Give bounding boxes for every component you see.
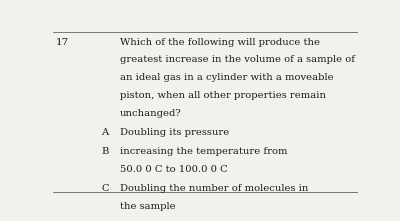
Text: B: B [101,147,108,156]
Text: A: A [101,128,108,137]
Text: 17: 17 [56,38,70,47]
Text: 50.0 0 C to 100.0 0 C: 50.0 0 C to 100.0 0 C [120,165,228,174]
Text: C: C [101,184,109,193]
Text: greatest increase in the volume of a sample of: greatest increase in the volume of a sam… [120,55,355,65]
Text: Which of the following will produce the: Which of the following will produce the [120,38,320,47]
Text: the sample: the sample [120,202,175,211]
Text: piston, when all other properties remain: piston, when all other properties remain [120,91,326,100]
Text: increasing the temperature from: increasing the temperature from [120,147,287,156]
Text: Doubling the number of molecules in: Doubling the number of molecules in [120,184,308,193]
Text: Doubling its pressure: Doubling its pressure [120,128,229,137]
Text: unchanged?: unchanged? [120,109,182,118]
Text: an ideal gas in a cylinder with a moveable: an ideal gas in a cylinder with a moveab… [120,73,333,82]
